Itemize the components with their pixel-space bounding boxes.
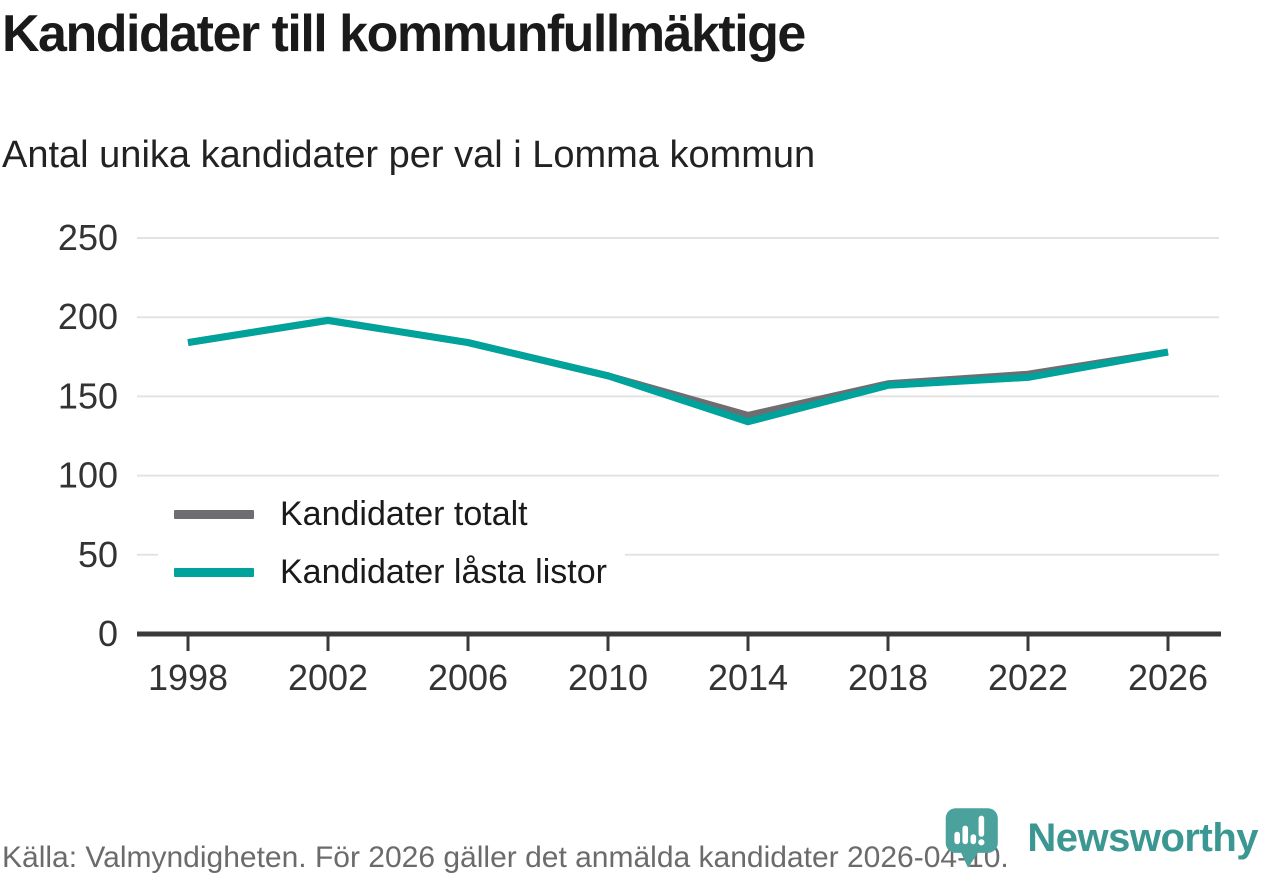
y-axis-tick-label: 0 — [98, 613, 118, 654]
x-axis-tick-label: 2006 — [428, 657, 508, 698]
source-note: Källa: Valmyndigheten. För 2026 gäller d… — [2, 841, 1009, 874]
series-line-locked — [187, 316, 1169, 426]
legend-item-locked: Kandidater låsta listor — [174, 550, 607, 594]
legend-label-locked: Kandidater låsta listor — [280, 552, 607, 591]
y-axis-tick-label: 250 — [58, 217, 118, 258]
legend-swatch-locked — [174, 567, 254, 577]
newsworthy-logo: Newsworthy — [927, 807, 1258, 869]
chart-legend: Kandidater totalt Kandidater låsta listo… — [158, 488, 625, 604]
chart-subtitle: Antal unika kandidater per val i Lomma k… — [2, 134, 816, 176]
brand-name: Newsworthy — [1027, 815, 1258, 860]
x-axis-tick-label: 2002 — [288, 657, 368, 698]
y-axis-tick-label: 100 — [58, 455, 118, 496]
x-axis-tick-label: 2018 — [848, 657, 928, 698]
x-axis-tick-label: 2022 — [988, 657, 1068, 698]
x-axis-tick-label: 2010 — [568, 657, 648, 698]
x-axis-tick-label: 2014 — [708, 657, 788, 698]
legend-swatch-total — [174, 509, 254, 519]
page-title: Kandidater till kommunfullmäktige — [2, 5, 806, 63]
x-axis-tick-label: 1998 — [148, 657, 228, 698]
newsworthy-pin-barchart-icon — [946, 808, 999, 868]
x-axis-tick-label: 2026 — [1128, 657, 1208, 698]
legend-label-total: Kandidater totalt — [280, 494, 528, 533]
legend-item-total: Kandidater totalt — [174, 492, 607, 536]
y-axis-tick-label: 150 — [58, 375, 118, 416]
y-axis-tick-label: 200 — [58, 296, 118, 337]
y-axis-tick-label: 50 — [78, 534, 118, 575]
